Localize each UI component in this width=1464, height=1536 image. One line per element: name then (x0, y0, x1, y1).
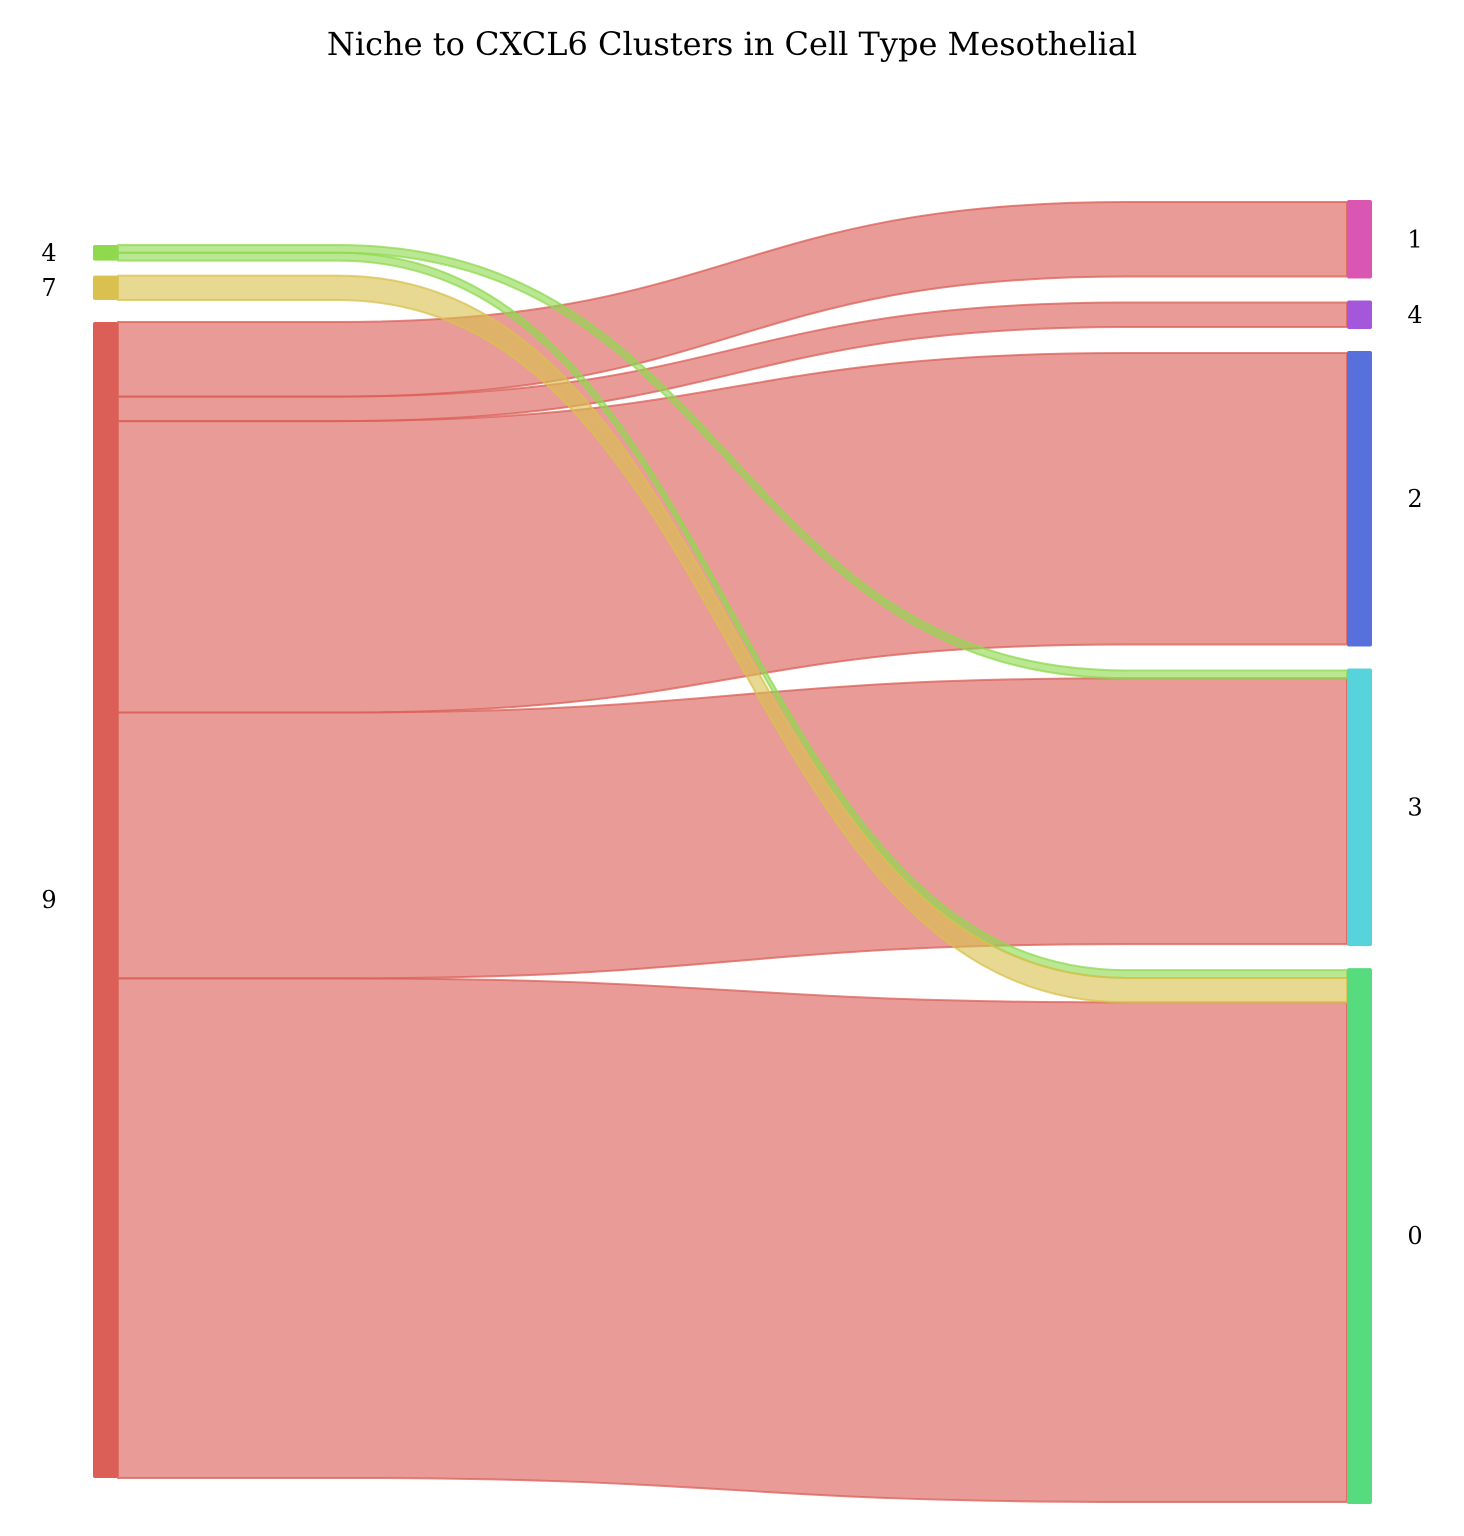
target-node-1 (1347, 200, 1372, 279)
source-node-9 (93, 322, 118, 1478)
target-node-4 (1347, 300, 1372, 330)
target-node-label-2: 2 (1407, 485, 1422, 513)
source-node-label-9: 9 (41, 886, 56, 914)
target-node-0 (1347, 968, 1372, 1504)
target-node-label-1: 1 (1407, 225, 1422, 253)
target-node-3 (1347, 668, 1372, 947)
sankey-links (117, 201, 1348, 1503)
source-node-label-7: 7 (41, 274, 56, 302)
target-node-label-3: 3 (1407, 793, 1422, 821)
source-node-4 (93, 245, 118, 261)
target-node-2 (1347, 351, 1372, 647)
source-node-7 (93, 275, 118, 301)
source-node-label-4: 4 (41, 239, 56, 267)
link-s9-to-t0 (117, 977, 1348, 1503)
link-s9-to-t3 (117, 677, 1348, 980)
target-node-label-0: 0 (1407, 1222, 1422, 1250)
sankey-nodes (93, 200, 1372, 1504)
chart-title: Niche to CXCL6 Clusters in Cell Type Mes… (327, 25, 1137, 63)
target-node-label-4: 4 (1407, 301, 1422, 329)
sankey-labels: 4 7 9 1 4 2 3 0 (41, 225, 1422, 1250)
